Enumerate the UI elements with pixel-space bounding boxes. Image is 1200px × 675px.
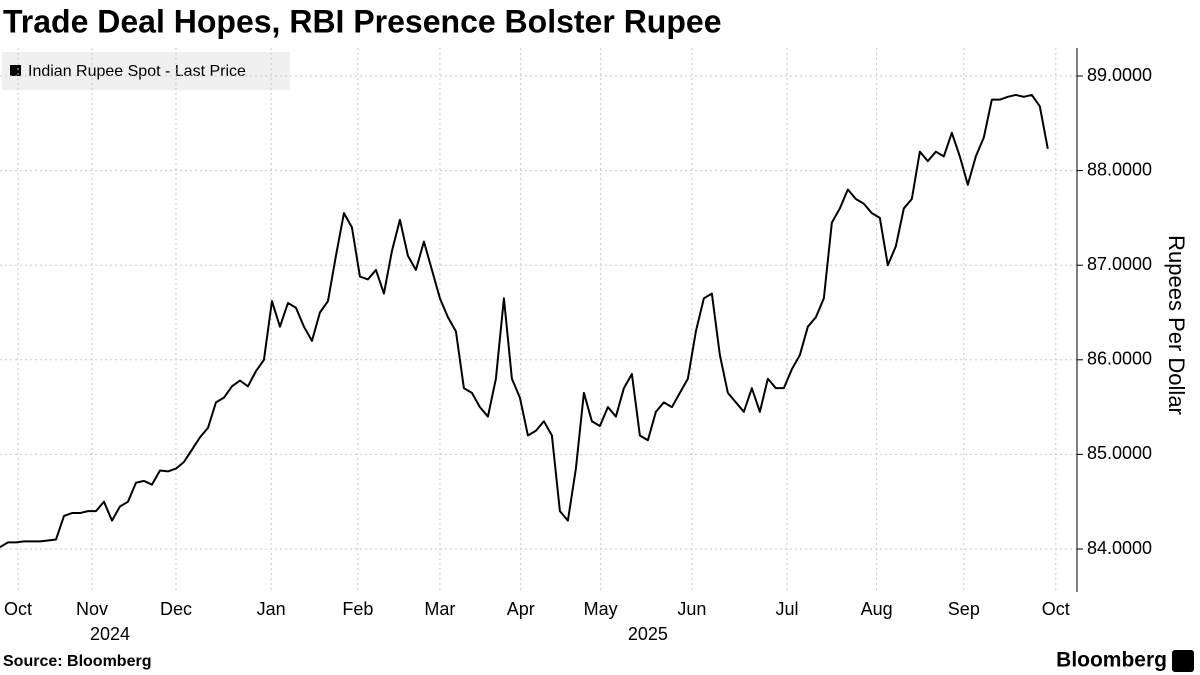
year-label: 2024 xyxy=(90,624,130,644)
y-tick-label: 84.0000 xyxy=(1087,538,1152,558)
source: Source: Bloomberg xyxy=(3,653,151,670)
x-tick-label: Dec xyxy=(160,599,192,619)
legend-box xyxy=(2,52,290,90)
year-label: 2025 xyxy=(628,624,668,644)
x-tick-label: Jun xyxy=(677,599,706,619)
y-tick-label: 85.0000 xyxy=(1087,443,1152,463)
x-tick-label: Oct xyxy=(4,599,32,619)
y-axis-label: Rupees Per Dollar xyxy=(1164,235,1189,415)
brand: Bloomberg xyxy=(1056,649,1167,672)
chart-title: Trade Deal Hopes, RBI Presence Bolster R… xyxy=(3,3,721,39)
x-tick-label: Apr xyxy=(507,599,535,619)
brand-icon xyxy=(1172,650,1194,672)
y-tick-label: 89.0000 xyxy=(1087,65,1152,85)
legend-label: Indian Rupee Spot - Last Price xyxy=(28,63,246,80)
x-tick-label: Feb xyxy=(342,599,373,619)
x-tick-label: Aug xyxy=(861,599,893,619)
x-tick-label: Nov xyxy=(76,599,108,619)
y-tick-label: 88.0000 xyxy=(1087,159,1152,179)
y-tick-label: 87.0000 xyxy=(1087,254,1152,274)
legend-swatch xyxy=(10,65,21,76)
x-tick-label: Sep xyxy=(948,599,980,619)
x-tick-label: May xyxy=(584,599,618,619)
y-tick-label: 86.0000 xyxy=(1087,349,1152,369)
x-tick-label: Oct xyxy=(1042,599,1070,619)
x-tick-label: Jan xyxy=(257,599,286,619)
series-line xyxy=(0,93,1049,548)
x-tick-label: Mar xyxy=(424,599,455,619)
x-tick-label: Jul xyxy=(776,599,799,619)
